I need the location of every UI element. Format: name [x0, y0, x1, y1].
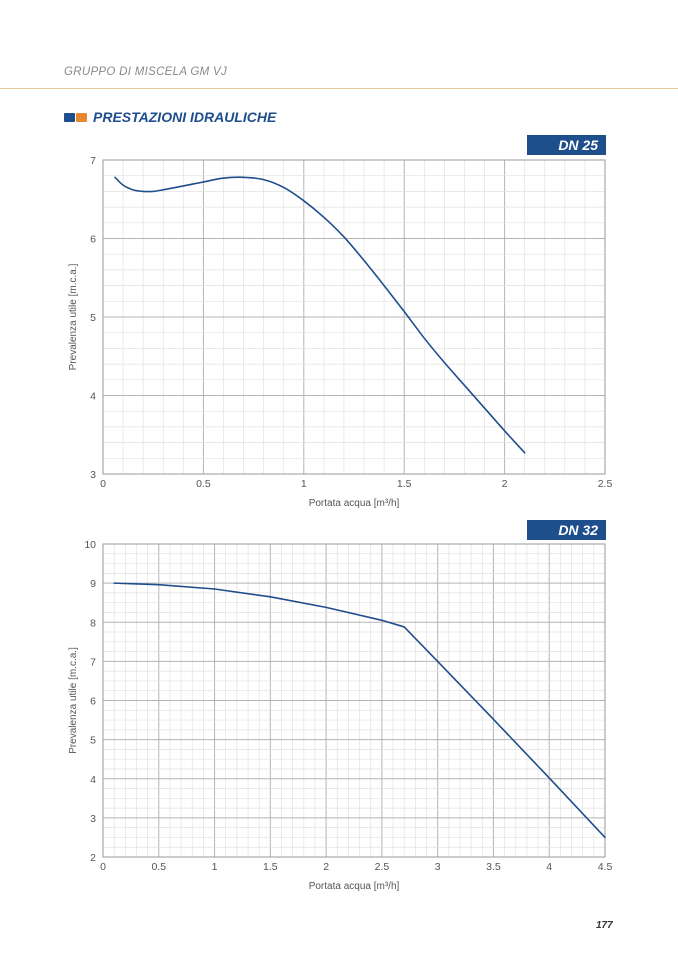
dn32-x-tick-label: 0	[100, 861, 106, 873]
dn25-x-tick-label: 0	[100, 478, 106, 490]
page-number: 177	[596, 920, 613, 931]
dn25-x-tick-label: 2	[502, 478, 508, 490]
dn25-plot-border	[102, 159, 606, 475]
dn32-y-tick-label: 10	[84, 539, 96, 551]
section-heading: PRESTAZIONI IDRAULICHE	[64, 108, 276, 126]
dn32-plot-border	[102, 543, 606, 858]
dn32-y-tick-label: 7	[90, 656, 96, 668]
dn32-y-tick-label: 8	[90, 617, 96, 629]
dn25-x-axis-label: Portata acqua [m³/h]	[309, 498, 400, 509]
dn32-x-tick-label: 2	[323, 861, 329, 873]
dn25-y-tick-label: 7	[90, 155, 96, 167]
dn32-x-tick-label: 4.5	[598, 861, 613, 873]
dn32-y-tick-label: 4	[90, 774, 96, 786]
dn32-y-tick-label: 9	[90, 578, 96, 590]
chart-badge-dn25: DN 25	[527, 135, 606, 155]
orange-square-icon	[76, 112, 87, 122]
dn25-x-tick-label: 1	[301, 478, 307, 490]
dn25-y-tick-label: 3	[90, 469, 96, 481]
dn32-x-tick-label: 4	[546, 861, 552, 873]
dn32-x-tick-label: 0.5	[151, 861, 166, 873]
dn32-y-axis-label: Prevalenza utile [m.c.a.]	[68, 647, 79, 754]
header-divider	[0, 88, 678, 89]
dn32-x-axis-label: Portata acqua [m³/h]	[309, 881, 400, 892]
dn32-x-tick-label: 1.5	[263, 861, 278, 873]
blue-square-icon	[64, 112, 75, 122]
dn32-y-tick-label: 6	[90, 696, 96, 708]
section-title: PRESTAZIONI IDRAULICHE	[93, 109, 277, 125]
dn32-y-tick-label: 2	[90, 852, 96, 864]
dn32-x-tick-label: 2.5	[375, 861, 390, 873]
dn25-y-tick-label: 6	[90, 234, 96, 246]
dn25-x-tick-label: 0.5	[196, 478, 211, 490]
dn25-y-tick-label: 5	[90, 312, 96, 324]
dn25-performance-curve	[114, 176, 526, 454]
dn32-x-tick-label: 3	[435, 861, 441, 873]
chart-badge-dn32: DN 32	[527, 520, 606, 540]
document-header-title: GRUPPO DI MISCELA GM VJ	[64, 66, 228, 78]
dn25-y-tick-label: 4	[90, 391, 96, 403]
dn32-y-tick-label: 5	[90, 735, 96, 747]
dn25-x-tick-label: 2.5	[598, 478, 613, 490]
dn25-y-axis-label: Prevalenza utile [m.c.a.]	[68, 263, 79, 370]
dn32-x-tick-label: 1	[212, 861, 218, 873]
dn32-x-tick-label: 3.5	[486, 861, 501, 873]
dn32-y-tick-label: 3	[90, 813, 96, 825]
chart-dn25: 0 0.5 1 1.5 2 2.5 3 4 5 6 7 Portata acqua [m³/h] Pre…	[68, 155, 613, 509]
dn25-x-tick-label: 1.5	[397, 478, 412, 490]
dn32-performance-curve	[113, 582, 606, 839]
chart-dn32: 0 0.5 1 1.5 2 2.5 3 3.5 4 4.5 2 3 4 5 6 7 8 9 10 Portata ac…	[68, 539, 613, 892]
dn32-grid	[102, 543, 606, 858]
